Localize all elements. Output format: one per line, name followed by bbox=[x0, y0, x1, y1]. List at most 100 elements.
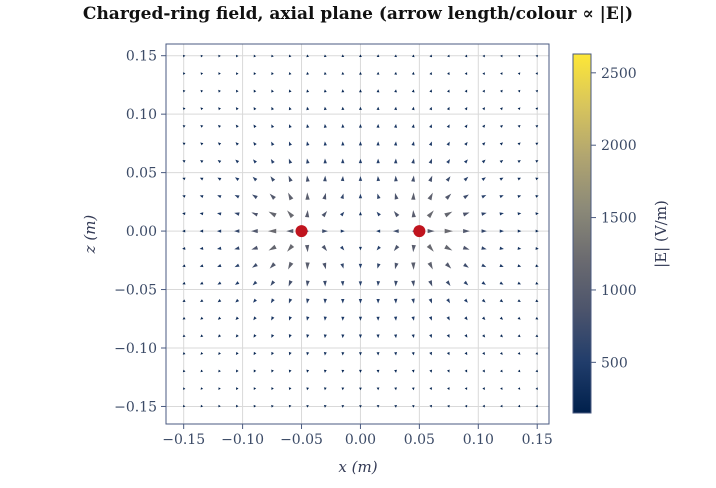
field-arrow bbox=[481, 316, 486, 320]
field-arrow bbox=[358, 158, 363, 164]
field-arrow bbox=[199, 246, 204, 250]
field-arrow bbox=[481, 142, 486, 146]
field-arrow bbox=[535, 229, 539, 233]
field-arrow bbox=[535, 299, 539, 302]
field-arrow bbox=[393, 298, 398, 304]
field-arrow bbox=[323, 71, 327, 75]
field-arrow bbox=[236, 387, 239, 390]
field-arrow bbox=[464, 107, 468, 111]
field-arrow bbox=[482, 387, 485, 390]
field-arrow bbox=[535, 246, 539, 250]
colorbar-label: |E| (V/m) bbox=[652, 200, 670, 268]
field-arrow bbox=[500, 54, 503, 58]
field-arrow bbox=[428, 141, 432, 146]
field-arrow bbox=[376, 141, 380, 146]
field-arrow bbox=[253, 159, 257, 164]
field-arrow bbox=[394, 352, 398, 356]
field-arrow bbox=[517, 212, 522, 216]
field-arrow bbox=[305, 262, 310, 270]
field-arrow bbox=[271, 404, 274, 408]
field-arrow bbox=[306, 71, 310, 75]
field-arrow bbox=[376, 106, 380, 111]
field-arrow bbox=[234, 263, 240, 268]
field-arrow bbox=[499, 195, 504, 199]
field-arrow bbox=[253, 387, 257, 391]
field-arrow bbox=[376, 158, 380, 164]
field-arrow bbox=[482, 404, 485, 408]
y-tick-label: 0.15 bbox=[126, 49, 157, 65]
field-arrow bbox=[464, 334, 468, 338]
field-arrow bbox=[271, 106, 275, 111]
field-arrow bbox=[499, 299, 504, 303]
field-arrow bbox=[446, 351, 450, 356]
field-arrow bbox=[481, 194, 487, 199]
field-arrow bbox=[464, 316, 468, 321]
field-arrow bbox=[499, 351, 503, 355]
field-arrow bbox=[182, 404, 186, 408]
field-arrow bbox=[218, 404, 221, 408]
field-arrow bbox=[306, 316, 310, 321]
x-axis: −0.15 −0.10 −0.05 0.00 0.05 0.10 0.15 bbox=[162, 424, 553, 448]
field-arrow bbox=[481, 298, 486, 303]
field-arrow bbox=[411, 298, 415, 304]
field-arrow bbox=[535, 404, 538, 408]
field-arrow bbox=[304, 244, 310, 253]
field-arrow bbox=[323, 334, 327, 339]
field-arrow bbox=[444, 244, 453, 251]
field-arrow bbox=[535, 142, 539, 146]
y-tick-label: −0.05 bbox=[114, 283, 157, 299]
field-arrow bbox=[499, 107, 503, 111]
field-arrow bbox=[288, 71, 292, 75]
field-arrow bbox=[235, 142, 239, 146]
field-arrow bbox=[323, 106, 327, 111]
field-arrow bbox=[288, 298, 293, 304]
field-arrow bbox=[253, 316, 257, 321]
field-arrow bbox=[411, 351, 415, 356]
field-arrow bbox=[463, 159, 468, 164]
field-arrow bbox=[500, 72, 503, 75]
field-arrow bbox=[444, 228, 453, 234]
field-arrow bbox=[499, 316, 504, 320]
field-arrow bbox=[199, 264, 204, 268]
field-arrow bbox=[358, 316, 363, 321]
field-arrow bbox=[251, 229, 258, 234]
field-arrow bbox=[394, 405, 397, 408]
field-arrow bbox=[235, 107, 239, 111]
field-arrow bbox=[359, 387, 362, 391]
field-arrow bbox=[218, 351, 221, 355]
charge-marker bbox=[413, 225, 426, 238]
field-arrow bbox=[499, 177, 504, 181]
field-arrow bbox=[517, 107, 521, 111]
field-arrow bbox=[341, 298, 345, 304]
field-arrow bbox=[182, 369, 186, 373]
colorbar-tick-label: 2500 bbox=[601, 66, 637, 82]
field-arrow bbox=[517, 229, 522, 233]
field-arrow bbox=[288, 280, 293, 287]
field-arrow bbox=[482, 369, 485, 373]
field-arrow bbox=[288, 387, 292, 391]
field-arrow bbox=[323, 298, 327, 304]
field-arrow bbox=[236, 404, 239, 408]
field-arrow bbox=[500, 369, 503, 373]
field-arrow bbox=[447, 404, 450, 408]
field-arrow bbox=[358, 299, 363, 304]
field-arrow bbox=[182, 125, 186, 128]
field-arrow bbox=[322, 192, 327, 200]
field-arrow bbox=[463, 176, 469, 182]
field-arrow bbox=[339, 211, 345, 217]
field-arrow bbox=[182, 264, 186, 268]
field-arrow bbox=[253, 72, 257, 75]
field-arrow bbox=[499, 142, 504, 146]
field-arrow bbox=[446, 158, 451, 164]
field-arrow bbox=[428, 316, 432, 321]
field-arrow bbox=[200, 299, 204, 303]
field-arrow bbox=[429, 369, 433, 373]
field-arrow bbox=[271, 351, 275, 356]
field-arrow bbox=[288, 89, 292, 93]
field-arrow bbox=[323, 158, 327, 164]
field-arrows bbox=[182, 54, 539, 408]
field-arrow bbox=[218, 369, 221, 373]
field-arrow bbox=[393, 316, 398, 321]
field-arrow bbox=[253, 124, 257, 128]
field-arrow bbox=[271, 141, 275, 146]
